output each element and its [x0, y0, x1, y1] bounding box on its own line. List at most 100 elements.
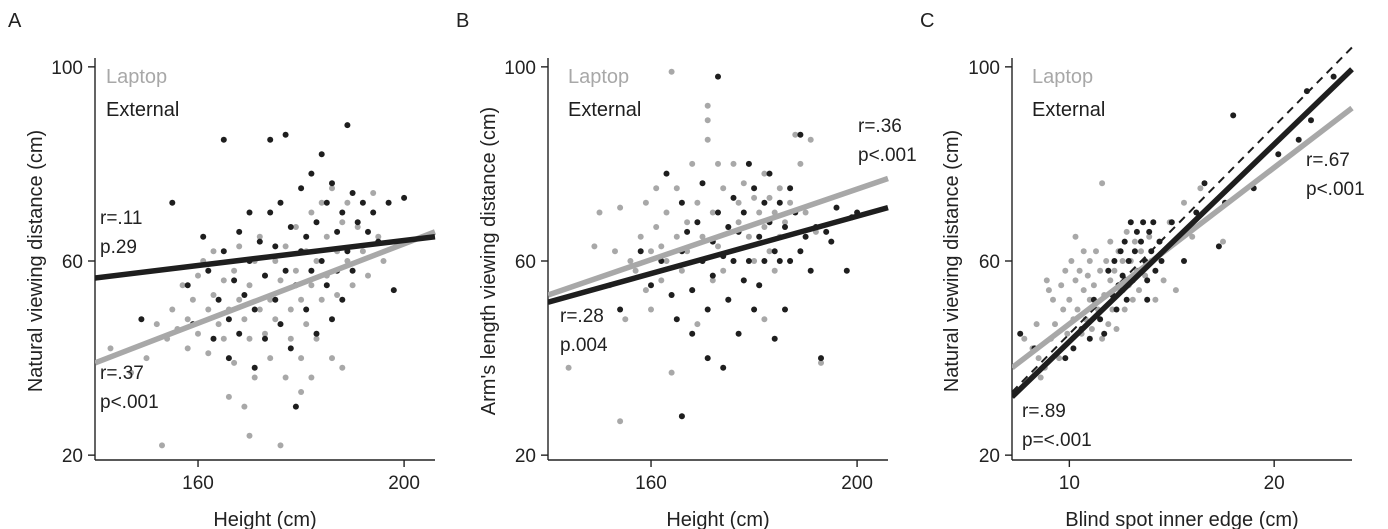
laptop-data-point [1058, 282, 1065, 289]
laptop-data-point [246, 282, 253, 289]
y-tick-label: 60 [979, 252, 1000, 273]
external-data-point [1123, 296, 1130, 303]
x-tick-label: 160 [635, 473, 667, 494]
laptop-data-point [1086, 296, 1093, 303]
external-data-point [797, 131, 804, 138]
laptop-data-point [159, 442, 165, 449]
external-data-point [730, 194, 737, 201]
legend-external: External [568, 99, 641, 121]
laptop-data-point [241, 316, 248, 323]
laptop-data-point [1072, 277, 1079, 284]
laptop-data-point [298, 389, 305, 395]
external-data-point [1144, 277, 1151, 284]
y-tick-label: 20 [62, 446, 83, 467]
external-data-point [205, 267, 212, 274]
x-tick-label: 20 [1264, 473, 1285, 494]
correlation-r-label: r=.36 [858, 116, 902, 137]
external-data-point [771, 248, 778, 255]
external-data-point [292, 403, 299, 410]
external-data-point [323, 199, 330, 206]
external-data-point [704, 355, 711, 362]
external-data-point [1168, 219, 1175, 226]
laptop-data-point [642, 199, 649, 206]
laptop-data-point [1172, 287, 1179, 294]
laptop-data-point [318, 199, 325, 206]
laptop-data-point [678, 267, 685, 274]
external-data-point [678, 413, 685, 420]
laptop-data-point [766, 194, 773, 201]
laptop-data-point [740, 180, 747, 187]
legend-laptop: Laptop [568, 66, 629, 88]
laptop-data-point [339, 364, 346, 371]
external-data-point [740, 209, 747, 216]
laptop-data-point [1050, 296, 1056, 303]
external-data-point [282, 267, 289, 274]
laptop-data-point [220, 335, 227, 342]
laptop-data-point [359, 248, 366, 255]
laptop-data-point [622, 316, 629, 323]
external-data-point [200, 233, 207, 240]
external-data-point [354, 219, 361, 226]
external-data-point [272, 296, 279, 303]
laptop-data-point [1080, 248, 1087, 255]
y-tick-label: 60 [515, 252, 536, 273]
external-data-point [823, 228, 830, 235]
external-data-point [1117, 248, 1124, 255]
laptop-data-point [292, 224, 299, 230]
laptop-data-point [1064, 330, 1071, 337]
laptop-data-point [282, 374, 289, 381]
external-data-point [318, 151, 325, 158]
external-data-point [385, 199, 392, 206]
external-data-point [663, 170, 670, 177]
external-data-point [843, 267, 850, 274]
laptop-data-point [596, 209, 603, 216]
external-data-point [745, 160, 752, 167]
laptop-data-point [1136, 287, 1142, 294]
external-data-point [308, 170, 315, 177]
external-data-point [1127, 219, 1134, 226]
laptop-data-point [591, 243, 598, 250]
external-data-point [761, 258, 768, 264]
external-data-point [349, 190, 356, 196]
laptop-data-point [715, 243, 721, 250]
laptop-data-point [694, 199, 701, 206]
laptop-regression-line [1012, 105, 1354, 370]
external-data-point [323, 282, 330, 289]
correlation-r-label: r=.67 [1306, 150, 1350, 171]
laptop-data-point [205, 306, 212, 313]
laptop-data-point [704, 102, 711, 109]
laptop-data-point [637, 233, 644, 240]
laptop-data-point [298, 296, 305, 303]
identity-line [1011, 46, 1353, 393]
laptop-data-point [663, 258, 670, 264]
laptop-data-point [761, 170, 768, 177]
laptop-data-point [1037, 374, 1044, 381]
external-data-point [246, 209, 253, 216]
laptop-data-point [380, 258, 387, 264]
correlation-p-label: p.29 [100, 237, 137, 258]
external-data-point [334, 228, 341, 235]
external-data-point [339, 296, 346, 303]
laptop-data-point [292, 267, 299, 274]
laptop-data-point [344, 199, 351, 206]
laptop-data-point [262, 330, 268, 337]
external-data-point [220, 248, 227, 255]
laptop-data-point [205, 350, 212, 357]
laptop-data-point [1088, 326, 1095, 332]
laptop-data-point [653, 185, 660, 192]
laptop-data-point [1076, 267, 1083, 274]
external-data-point [771, 335, 778, 342]
external-data-point [282, 131, 289, 138]
external-data-point [797, 248, 804, 255]
correlation-p-label: p<.001 [1306, 179, 1365, 200]
laptop-data-point [1119, 258, 1126, 264]
laptop-data-point [709, 277, 716, 284]
external-data-point [236, 330, 243, 337]
external-data-point [1101, 330, 1108, 337]
laptop-data-point [251, 374, 258, 381]
laptop-data-point [1074, 306, 1081, 313]
correlation-p-label: p<.001 [858, 145, 917, 166]
external-data-point [1181, 258, 1187, 264]
external-data-point [303, 233, 310, 240]
external-data-point [1125, 258, 1132, 264]
